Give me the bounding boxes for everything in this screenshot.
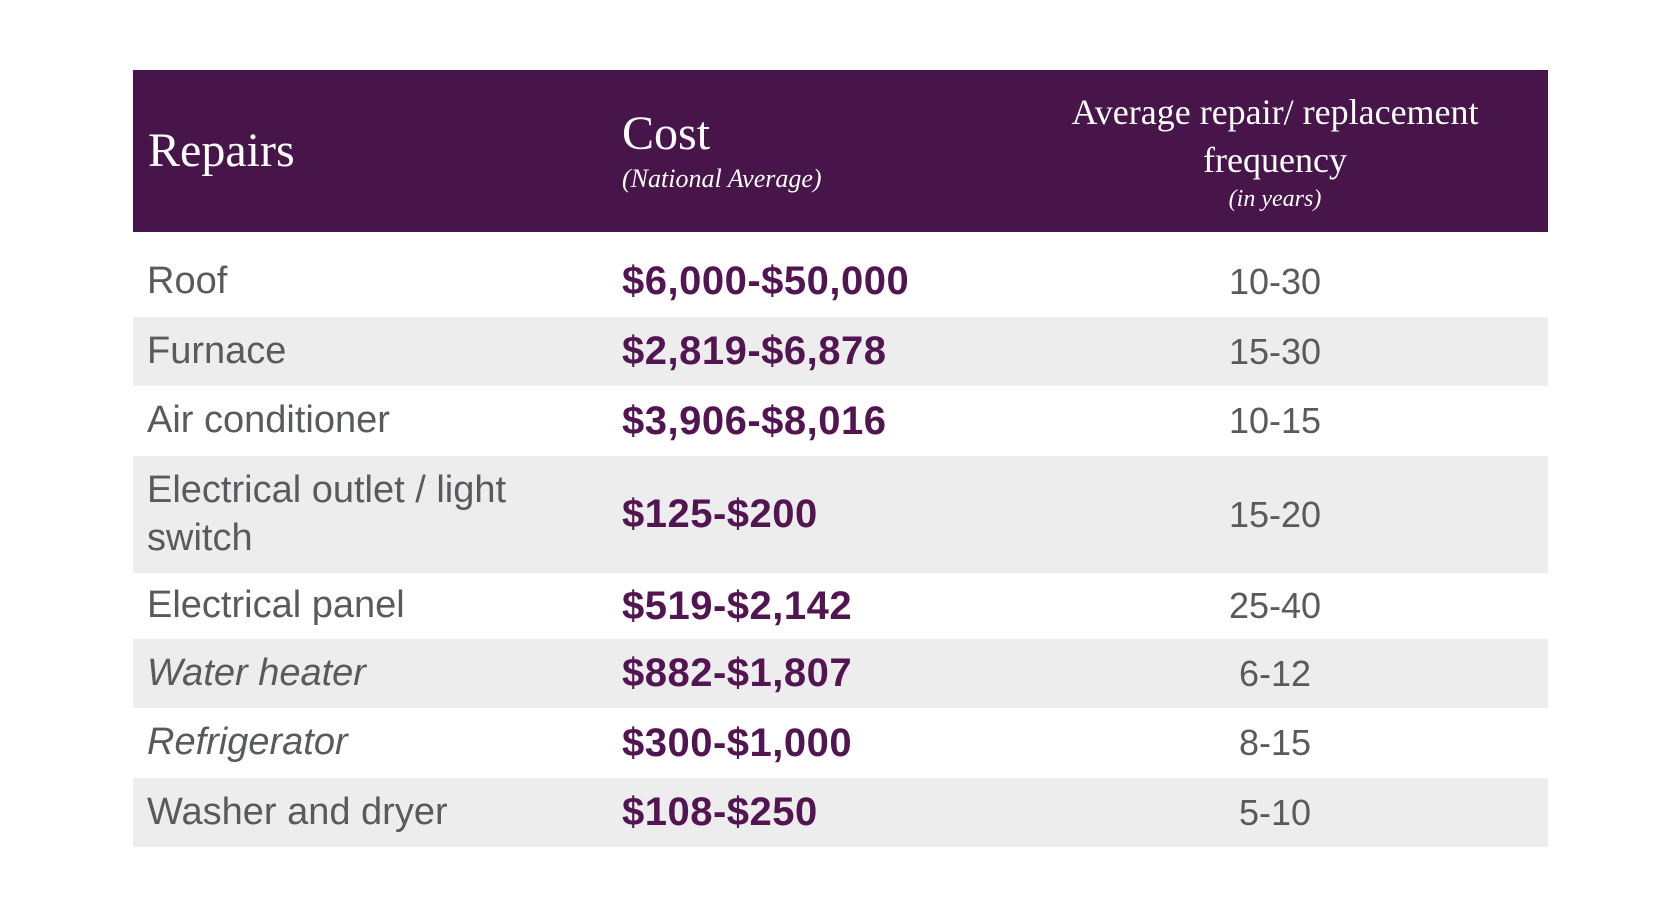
repair-name-cell: Roof (133, 246, 622, 317)
repair-name-cell: Refrigerator (133, 708, 622, 778)
repair-name-cell: Furnace (133, 317, 622, 386)
cost-value-cell: $2,819-$6,878 (622, 317, 1002, 386)
frequency-value: 25-40 (1228, 585, 1322, 626)
repair-name: Air conditioner (147, 399, 390, 442)
repair-cost-table: Repairs Cost (National Average) Average … (133, 70, 1548, 847)
table-row: Furnace $2,819-$6,878 15-30 (133, 317, 1548, 386)
cost-value: $125-$200 (622, 492, 818, 536)
table-row: Water heater $882-$1,807 6-12 (133, 639, 1548, 708)
frequency-value: 15-30 (1228, 330, 1322, 372)
frequency-value: 10-30 (1228, 260, 1322, 302)
frequency-value-cell: 10-30 (1002, 246, 1548, 317)
table-row: Roof $6,000-$50,000 10-30 (133, 232, 1548, 317)
table-header-row: Repairs Cost (National Average) Average … (133, 70, 1548, 232)
table-row: Air conditioner $3,906-$8,016 10-15 (133, 386, 1548, 456)
repair-name: Electrical outlet / light switch (147, 469, 507, 559)
cost-value: $519-$2,142 (622, 583, 853, 628)
repair-name-cell: Electrical outlet / light switch (133, 456, 622, 573)
column-header-cost-subtitle: (National Average) (622, 163, 822, 193)
repair-name: Electrical panel (147, 584, 405, 627)
column-header-cost-cell: Cost (National Average) (622, 70, 1002, 232)
table-row: Washer and dryer $108-$250 5-10 (133, 778, 1548, 847)
table-row: Electrical panel $519-$2,142 25-40 (133, 573, 1548, 639)
cost-value-cell: $6,000-$50,000 (622, 246, 1002, 317)
cost-value-cell: $3,906-$8,016 (622, 386, 1002, 456)
cost-value: $882-$1,807 (622, 651, 853, 695)
table-row: Electrical outlet / light switch $125-$20… (133, 456, 1548, 573)
frequency-value-cell: 25-40 (1002, 573, 1548, 639)
repair-name-cell: Washer and dryer (133, 778, 622, 847)
repair-name: Washer and dryer (147, 790, 448, 833)
cost-value: $300-$1,000 (622, 720, 853, 765)
cost-value-cell: $882-$1,807 (622, 639, 1002, 708)
table-row: Refrigerator $300-$1,000 8-15 (133, 708, 1548, 778)
column-header-frequency-subtitle: (in years) (1228, 186, 1322, 213)
repair-name: Roof (147, 259, 228, 302)
frequency-value-cell: 6-12 (1002, 639, 1548, 708)
frequency-value: 5-10 (1238, 791, 1312, 833)
frequency-value: 10-15 (1228, 400, 1322, 441)
cost-value-cell: $108-$250 (622, 778, 1002, 847)
repair-name: Water heater (147, 651, 366, 694)
frequency-value: 15-20 (1228, 493, 1322, 535)
repair-name-cell: Air conditioner (133, 386, 622, 456)
frequency-value: 8-15 (1238, 722, 1312, 763)
cost-value: $2,819-$6,878 (622, 329, 887, 373)
frequency-value-cell: 10-15 (1002, 386, 1548, 456)
repair-name: Refrigerator (147, 721, 348, 764)
frequency-value-cell: 8-15 (1002, 708, 1548, 778)
table-body: Roof $6,000-$50,000 10-30 Furnace $2,819-$6,… (133, 232, 1548, 847)
frequency-value-cell: 15-30 (1002, 317, 1548, 386)
cost-value: $6,000-$50,000 (622, 259, 910, 303)
column-header-repairs-cell: Repairs (133, 70, 622, 232)
cost-value: $108-$250 (622, 790, 818, 834)
repair-name-cell: Electrical panel (133, 573, 622, 639)
column-header-frequency: Average repair/ replacement frequency (1071, 91, 1479, 180)
cost-value-cell: $125-$200 (622, 456, 1002, 573)
repair-name-cell: Water heater (133, 639, 622, 708)
cost-value: $3,906-$8,016 (622, 398, 887, 443)
cost-value-cell: $300-$1,000 (622, 708, 1002, 778)
frequency-value-cell: 5-10 (1002, 778, 1548, 847)
column-header-cost: Cost (622, 107, 711, 161)
repair-name: Furnace (147, 329, 287, 372)
cost-value-cell: $519-$2,142 (622, 573, 1002, 639)
column-header-frequency-cell: Average repair/ replacement frequency (i… (1002, 70, 1548, 232)
column-header-repairs: Repairs (148, 124, 295, 178)
frequency-value: 6-12 (1238, 652, 1312, 694)
frequency-value-cell: 15-20 (1002, 456, 1548, 573)
